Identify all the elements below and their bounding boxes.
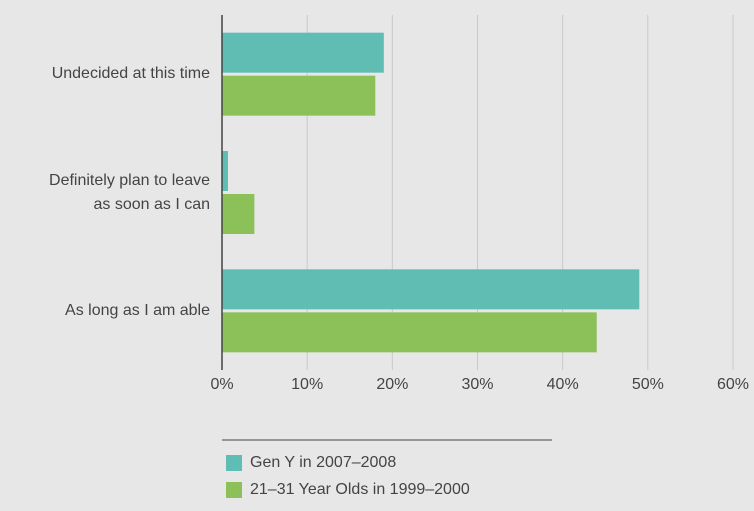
- legend-label: 21–31 Year Olds in 1999–2000: [250, 481, 470, 498]
- bar: [222, 32, 384, 73]
- x-tick-label: 30%: [461, 376, 493, 393]
- bar: [222, 312, 597, 353]
- x-tick-label: 20%: [376, 376, 408, 393]
- x-tick-label: 60%: [717, 376, 749, 393]
- bar: [222, 151, 228, 191]
- category-label: As long as I am able: [65, 301, 210, 319]
- x-tick-label: 10%: [291, 376, 323, 393]
- legend-swatch: [226, 455, 242, 471]
- x-tick-label: 0%: [210, 376, 233, 393]
- bar: [222, 269, 640, 310]
- category-label: Definitely plan to leave as soon as I ca…: [49, 171, 210, 213]
- legend-label: Gen Y in 2007–2008: [250, 454, 396, 471]
- x-tick-label: 40%: [547, 376, 579, 393]
- legend-swatch: [226, 482, 242, 498]
- bar: [222, 75, 376, 116]
- bar: [222, 194, 255, 234]
- x-tick-label: 50%: [632, 376, 664, 393]
- category-label: Undecided at this time: [51, 65, 210, 83]
